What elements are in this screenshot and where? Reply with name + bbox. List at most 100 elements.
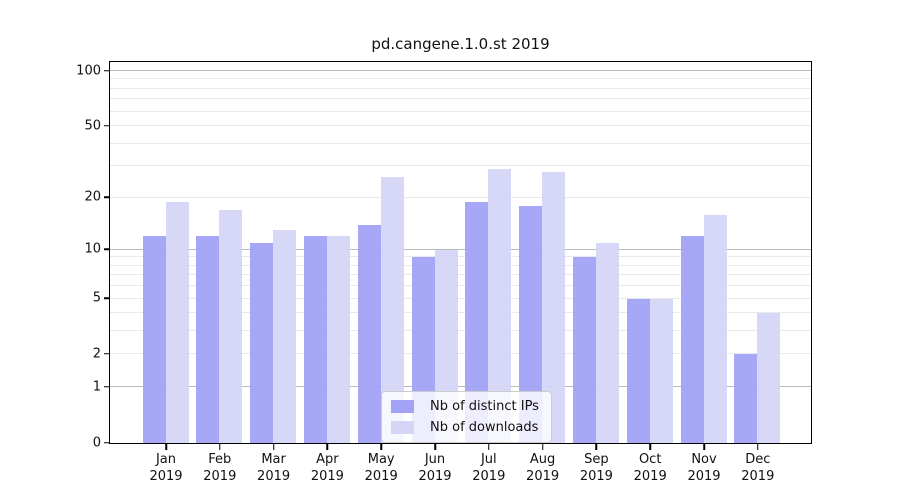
x-tick-month: Nov [691,452,717,467]
x-tick-jan [165,444,167,450]
gridline-minor-20 [110,196,811,198]
legend-label-distinct-ips: Nb of distinct IPs [430,399,539,414]
x-tick-year: 2019 [633,468,667,484]
chart-title: pd.cangene.1.0.st 2019 [371,35,550,53]
gridline-minor-40 [110,142,811,144]
x-tick-label-dec: Dec 2019 [723,452,793,485]
x-tick-month: Mar [261,452,286,467]
x-tick-nov [703,444,705,450]
bar-downloads-dec [757,313,781,443]
legend-swatch-downloads [391,421,414,434]
y-tick-5 [104,297,110,299]
gridline-major-100 [110,70,811,71]
x-tick-label-aug: Aug 2019 [508,452,578,485]
legend-label-downloads: Nb of downloads [430,420,539,435]
gridline-minor-7 [110,274,811,276]
x-tick-year: 2019 [472,468,506,484]
gridline-minor-2 [110,353,811,355]
gridline-minor-60 [110,110,811,112]
gridline-minor-50 [110,125,811,127]
y-tick-0 [104,441,110,444]
bar-downloads-feb [219,210,243,443]
y-tick-20 [104,196,110,198]
bar-distinct-ips-apr [303,236,327,443]
y-tick-2 [104,353,110,355]
x-tick-may [380,444,382,450]
bar-distinct-ips-feb [196,236,220,443]
gridline-minor-4 [110,312,811,314]
legend-item-distinct-ips: Nb of distinct IPs [391,399,539,414]
y-tick-label-0: 0 [92,435,101,450]
x-tick-label-apr: Apr 2019 [292,452,362,485]
legend: Nb of distinct IPs Nb of downloads [381,391,552,443]
x-tick-year: 2019 [149,468,183,484]
x-tick-label-mar: Mar 2019 [239,452,309,485]
bar-distinct-ips-may [357,224,381,443]
y-tick-50 [104,124,110,127]
x-tick-jun [434,444,436,450]
y-tick-label-1: 1 [92,379,101,395]
gridline-major-1 [110,386,811,388]
gridline-minor-70 [110,98,811,100]
gridline-minor-5 [110,297,811,299]
x-tick-month: May [367,452,395,467]
x-tick-month: Oct [638,452,662,467]
bar-distinct-ips-mar [250,242,274,443]
x-tick-oct [649,444,651,450]
x-tick-apr [326,444,329,450]
y-tick-100 [104,69,110,72]
bar-downloads-jan [165,201,189,443]
x-tick-year: 2019 [364,468,398,484]
x-tick-month: Dec [745,452,771,467]
gridline-minor-80 [110,87,811,89]
gridline-minor-6 [110,285,811,287]
x-tick-year: 2019 [310,468,344,484]
x-tick-month: Jun [424,452,446,467]
x-tick-year: 2019 [203,468,237,484]
bar-downloads-aug [542,171,566,443]
x-tick-month: Jul [480,452,497,467]
gridline-minor-9 [110,256,811,258]
x-tick-aug [541,444,544,450]
y-tick-10 [104,248,110,250]
bar-downloads-nov [703,214,727,443]
x-tick-label-may: May 2019 [346,452,416,485]
gridline-minor-30 [110,165,811,167]
x-tick-label-jul: Jul 2019 [454,452,524,485]
y-tick-1 [104,385,110,388]
x-tick-year: 2019 [579,468,613,484]
y-tick-label-2: 2 [92,346,101,362]
plot-area: Nb of distinct IPs Nb of downloads [109,61,812,444]
bar-distinct-ips-nov [680,236,704,443]
x-tick-year: 2019 [741,468,775,484]
bar-downloads-jul [488,168,512,443]
gridline-minor-8 [110,264,811,266]
x-tick-label-jan: Jan 2019 [131,452,201,485]
gridline-major-10 [110,248,811,250]
y-tick-label-5: 5 [92,290,101,306]
y-tick-label-100: 100 [76,63,101,78]
x-tick-year: 2019 [526,468,560,484]
bar-distinct-ips-dec [734,354,758,443]
y-tick-label-50: 50 [84,118,101,134]
legend-swatch-distinct-ips [391,400,414,413]
x-tick-label-nov: Nov 2019 [669,452,739,485]
bar-distinct-ips-jan [142,236,166,443]
x-tick-label-oct: Oct 2019 [615,452,685,485]
x-tick-year: 2019 [687,468,721,484]
bar-downloads-oct [649,298,673,443]
x-tick-month: Feb [208,452,232,467]
bar-downloads-mar [273,230,297,443]
x-tick-dec [757,444,759,450]
x-tick-label-jun: Jun 2019 [400,452,470,485]
x-tick-feb [219,444,221,450]
gridline-minor-3 [110,330,811,332]
x-tick-mar [272,444,275,450]
legend-item-downloads: Nb of downloads [391,420,539,435]
x-tick-year: 2019 [257,468,291,484]
x-tick-month: Apr [316,452,339,467]
bar-distinct-ips-oct [626,298,650,443]
x-tick-sep [595,444,598,450]
bar-distinct-ips-sep [572,257,596,443]
